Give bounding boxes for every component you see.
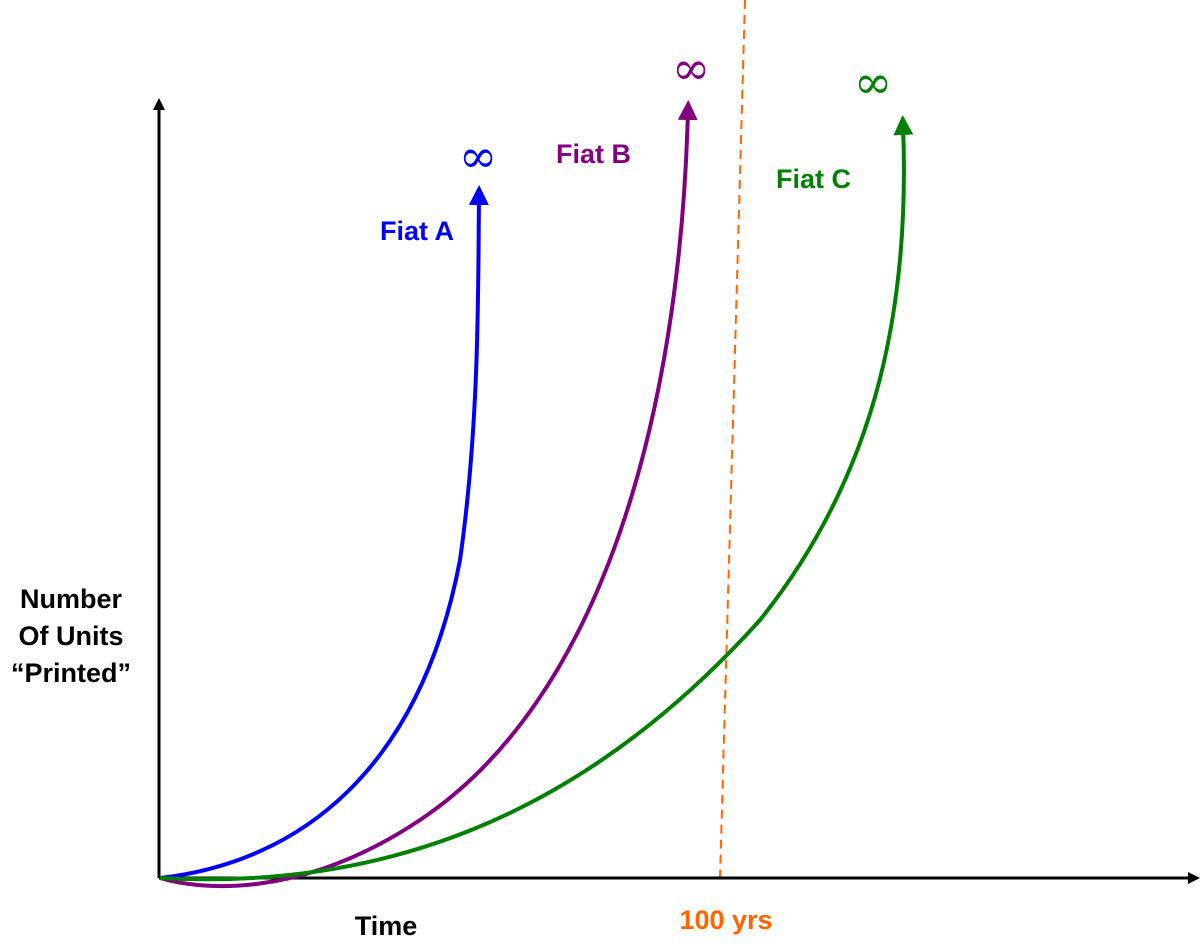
series-line-fiat-c xyxy=(159,115,914,882)
series-label-fiat-a: Fiat A xyxy=(380,216,454,246)
series-label-fiat-c: Fiat C xyxy=(776,164,851,194)
hundred-years-line xyxy=(719,0,746,879)
y-axis-label-line-1: Number xyxy=(20,584,123,614)
series-label-fiat-b: Fiat B xyxy=(556,139,631,169)
y-axis-label-line-3: “Printed” xyxy=(11,658,131,688)
infinity-label-fiat-a: ∞ xyxy=(459,129,497,183)
y-axis-label-line-2: Of Units xyxy=(19,621,124,651)
infinity-label-fiat-c: ∞ xyxy=(854,55,892,109)
series-line-fiat-b xyxy=(159,100,698,889)
x-axis-label: Time xyxy=(355,911,418,941)
infinity-label-fiat-b: ∞ xyxy=(672,41,710,95)
series-line-fiat-a xyxy=(159,185,489,880)
hundred-years-label: 100 yrs xyxy=(679,905,772,935)
